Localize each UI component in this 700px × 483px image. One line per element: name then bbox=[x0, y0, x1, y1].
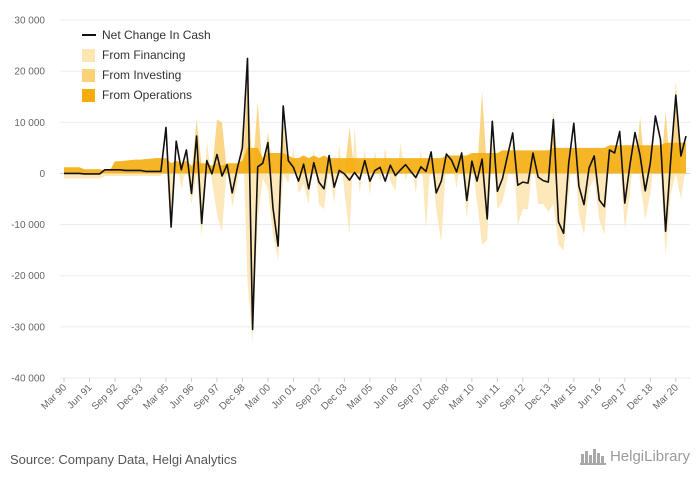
x-tick-label: Mar 15 bbox=[549, 382, 579, 412]
x-tick-label: Dec 18 bbox=[625, 382, 655, 412]
x-tick-label: Dec 93 bbox=[115, 382, 145, 412]
x-tick-label: Sep 17 bbox=[600, 382, 630, 412]
x-tick-label: Jun 06 bbox=[372, 382, 401, 411]
x-tick-label: Sep 12 bbox=[498, 382, 528, 412]
x-tick-label: Sep 02 bbox=[294, 382, 324, 412]
legend-label: From Investing bbox=[102, 68, 181, 82]
x-tick-label: Jun 01 bbox=[270, 382, 299, 411]
x-tick-label: Sep 92 bbox=[90, 382, 120, 412]
y-tick-label: -10 000 bbox=[11, 220, 45, 231]
legend-swatch bbox=[82, 49, 95, 62]
source-note: Source: Company Data, Helgi Analytics bbox=[10, 452, 237, 467]
investing-area bbox=[64, 76, 686, 174]
net-change-line bbox=[64, 57, 687, 331]
library-icon bbox=[579, 449, 606, 465]
logo-text: HelgiLibrary bbox=[609, 447, 690, 465]
y-tick-label: -40 000 bbox=[11, 374, 45, 385]
helgi-library-logo[interactable]: HelgiLibrary bbox=[579, 447, 690, 465]
grid-lines bbox=[60, 19, 690, 379]
area-series bbox=[64, 76, 686, 343]
x-tick-label: Dec 13 bbox=[523, 382, 553, 412]
y-tick-label: 0 bbox=[39, 169, 45, 180]
x-tick-label: Dec 08 bbox=[421, 382, 451, 412]
legend-label: From Financing bbox=[102, 48, 185, 62]
legend-swatch bbox=[82, 89, 95, 102]
net-change-series bbox=[64, 57, 687, 331]
x-tick-label: Jun 91 bbox=[66, 382, 95, 411]
x-tick-label: Mar 95 bbox=[141, 382, 171, 412]
x-tick-label: Sep 07 bbox=[396, 382, 426, 412]
x-tick-label: Dec 98 bbox=[217, 382, 247, 412]
y-axis: 30 000 20 000 10 000 0 -10 000 -20 000 -30 000… bbox=[11, 16, 45, 385]
legend: Net Change In Cash From Financing From Inv… bbox=[82, 28, 211, 102]
y-tick-label: -30 000 bbox=[11, 322, 45, 333]
chart: 30 000 20 000 10 000 0 -10 000 -20 000 -30 000… bbox=[11, 16, 690, 413]
x-tick-label: Sep 97 bbox=[192, 382, 222, 412]
x-tick-label: Dec 03 bbox=[319, 382, 349, 412]
y-tick-label: -20 000 bbox=[11, 271, 45, 282]
legend-swatch bbox=[82, 69, 95, 82]
x-tick-label: Mar 00 bbox=[243, 382, 273, 412]
y-tick-label: 10 000 bbox=[14, 118, 45, 129]
x-tick-label: Mar 20 bbox=[651, 382, 681, 412]
x-tick-label: Jun 16 bbox=[575, 382, 604, 411]
x-tick-label: Mar 05 bbox=[345, 382, 375, 412]
y-tick-label: 20 000 bbox=[14, 67, 45, 78]
x-tick-label: Mar 90 bbox=[39, 382, 69, 412]
y-tick-label: 30 000 bbox=[14, 16, 45, 27]
legend-label: Net Change In Cash bbox=[102, 28, 211, 42]
legend-label: From Operations bbox=[102, 88, 192, 102]
financing-area bbox=[64, 122, 686, 343]
x-tick-label: Jun 96 bbox=[168, 382, 197, 411]
x-tick-label: Mar 10 bbox=[447, 382, 477, 412]
